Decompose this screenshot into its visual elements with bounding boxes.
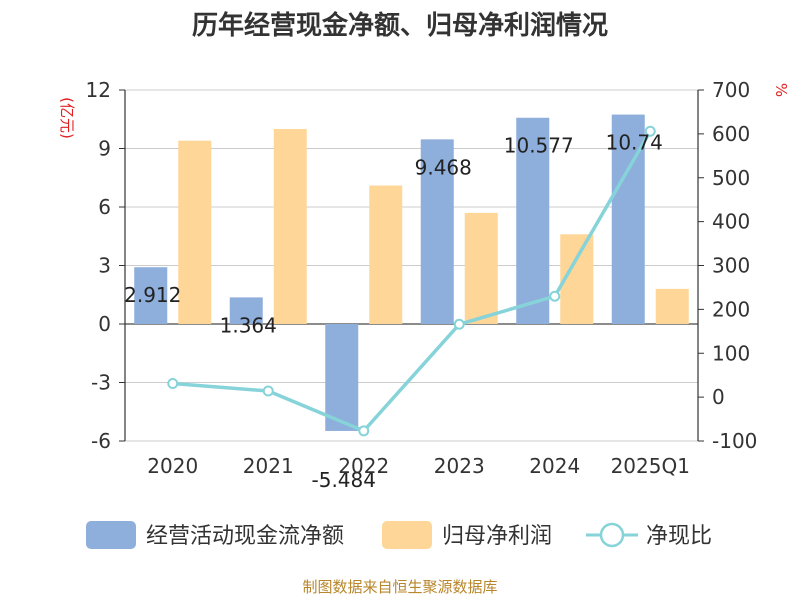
axes bbox=[119, 89, 704, 442]
ratio-line-path bbox=[172, 130, 652, 434]
gridlines bbox=[125, 89, 698, 442]
cash-flow-data-label: 10.74 bbox=[606, 131, 663, 155]
bars bbox=[134, 114, 689, 431]
legend: 经营活动现金流净额 归母净利润 净现比 bbox=[86, 521, 712, 549]
cash-flow-data-label: 2.912 bbox=[124, 283, 181, 307]
legend-swatch-net-profit bbox=[382, 521, 432, 549]
cash-flow-bar bbox=[420, 139, 454, 324]
left-tick-label: 9 bbox=[98, 137, 111, 161]
legend-label-cash-flow: 经营活动现金流净额 bbox=[146, 524, 344, 549]
net-profit-bar bbox=[369, 185, 403, 324]
cash-flow-bar bbox=[229, 297, 263, 324]
x-tick-label: 2022 bbox=[338, 454, 389, 478]
cash-flow-data-label: 10.577 bbox=[504, 134, 574, 158]
data-labels: 2.912 1.364 -5.484 9.468 10.577 10.74 bbox=[124, 131, 663, 492]
right-tick-label: 500 bbox=[712, 166, 750, 190]
right-tick-label: 400 bbox=[712, 210, 750, 234]
x-tick-label: 2023 bbox=[434, 454, 485, 478]
ratio-line-point bbox=[167, 378, 179, 390]
ratio-line-point bbox=[453, 318, 465, 330]
left-tick-label: 6 bbox=[98, 195, 111, 219]
cash-flow-bar bbox=[516, 117, 550, 324]
cash-flow-bar bbox=[134, 267, 168, 324]
right-tick-label: 0 bbox=[712, 385, 725, 409]
right-tick-label: 300 bbox=[712, 254, 750, 278]
ratio-line-point bbox=[644, 125, 656, 137]
net-profit-bar bbox=[178, 140, 212, 324]
net-profit-bar bbox=[273, 129, 307, 324]
net-profit-bar bbox=[655, 288, 689, 324]
legend-label-ratio: 净现比 bbox=[646, 524, 712, 549]
right-tick-label: -100 bbox=[712, 429, 757, 453]
right-tick-label: 600 bbox=[712, 122, 750, 146]
left-tick-label: -3 bbox=[91, 371, 111, 395]
chart-title: 历年经营现金净额、归母净利润情况 bbox=[192, 10, 608, 41]
source-note: 制图数据来自恒生聚源数据库 bbox=[302, 578, 497, 596]
legend-label-net-profit: 归母净利润 bbox=[442, 524, 552, 549]
x-tick-label: 2024 bbox=[529, 454, 580, 478]
cash-flow-data-label: 1.364 bbox=[220, 313, 277, 337]
x-tick-label: 2025Q1 bbox=[611, 454, 690, 478]
right-tick-label: 700 bbox=[712, 78, 750, 102]
right-tick-label: 100 bbox=[712, 341, 750, 365]
x-tick-label: 2021 bbox=[243, 454, 294, 478]
net-profit-bar bbox=[464, 212, 498, 324]
cash-flow-bar bbox=[325, 324, 359, 431]
left-tick-label: 3 bbox=[98, 254, 111, 278]
left-tick-label: 0 bbox=[98, 312, 111, 336]
left-axis-unit: (亿元) bbox=[58, 97, 76, 139]
left-tick-label: 12 bbox=[86, 78, 111, 102]
left-tick-label: -6 bbox=[91, 429, 111, 453]
legend-swatch-marker bbox=[599, 522, 625, 548]
legend-swatch-cash-flow bbox=[86, 521, 136, 549]
right-axis-unit: % bbox=[772, 83, 790, 97]
right-tick-label: 200 bbox=[712, 297, 750, 321]
cash-flow-data-label: 9.468 bbox=[415, 155, 472, 179]
ratio-line-point bbox=[358, 425, 370, 437]
x-tick-label: 2020 bbox=[147, 454, 198, 478]
cash-flow-data-label: -5.484 bbox=[312, 468, 376, 492]
ratio-line bbox=[167, 125, 656, 437]
tick-labels: 12 9 6 3 0 -3 -6 700 600 500 400 300 200 100 0 -100 2020… bbox=[86, 78, 758, 478]
ratio-line-point bbox=[262, 385, 274, 397]
ratio-line-point bbox=[549, 290, 561, 302]
